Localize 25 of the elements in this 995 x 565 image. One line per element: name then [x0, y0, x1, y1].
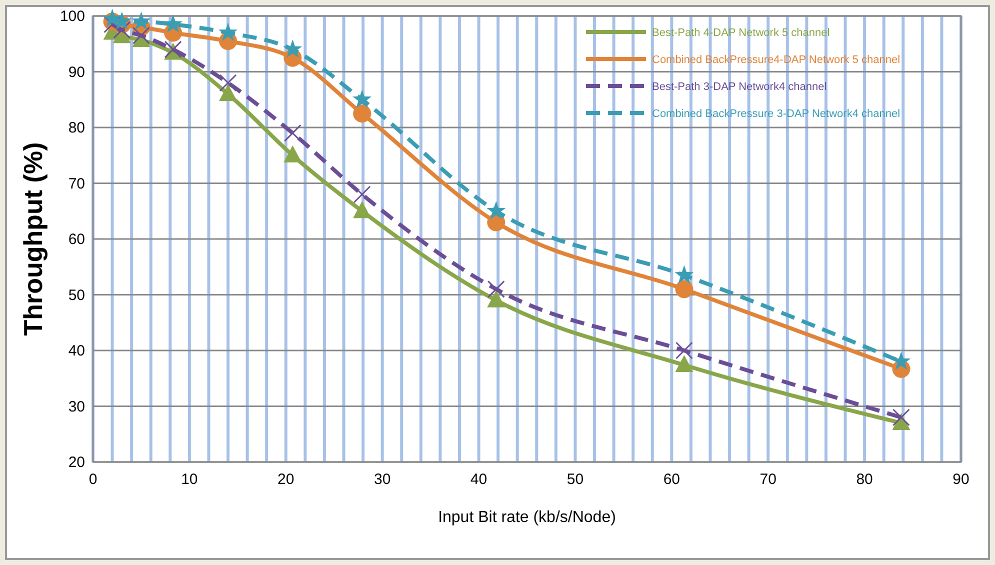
y-tick-label: 70 [68, 175, 85, 192]
x-tick-label: 80 [856, 471, 873, 488]
y-tick-label: 100 [60, 8, 85, 25]
y-tick-label: 60 [68, 231, 85, 248]
text: Combined BackPressure4-DAP Network 5 channel [652, 54, 900, 66]
y-axis-title: Throughput (%) [18, 142, 48, 336]
x-tick-label: 50 [566, 471, 584, 488]
text: Best-Path 3-DAP Network4 channel [652, 81, 827, 93]
text: Combined BackPressure 3-DAP Network4 channel [652, 108, 900, 120]
x-tick-label: 60 [663, 471, 680, 488]
x-tick-label: 20 [278, 471, 294, 488]
x-tick-label: 30 [374, 471, 391, 488]
y-tick-label: 80 [68, 120, 85, 136]
y-tick-label: 50 [68, 286, 85, 304]
text: Best-Path 4-DAP Network 5 channel [652, 27, 830, 39]
y-tick-label: 20 [68, 454, 85, 471]
y-tick-label: 90 [68, 64, 85, 81]
x-tick-label: 10 [181, 471, 198, 488]
x-tick-label: 40 [470, 471, 488, 488]
x-tick-label: 90 [952, 471, 970, 488]
x-tick-label: 0 [88, 471, 98, 488]
x-tick-label: 70 [760, 471, 776, 488]
y-tick-label: 40 [68, 342, 85, 360]
y-tick-label: 30 [68, 398, 85, 416]
x-axis-title: Input Bit rate (kb/s/Node) [438, 509, 616, 526]
